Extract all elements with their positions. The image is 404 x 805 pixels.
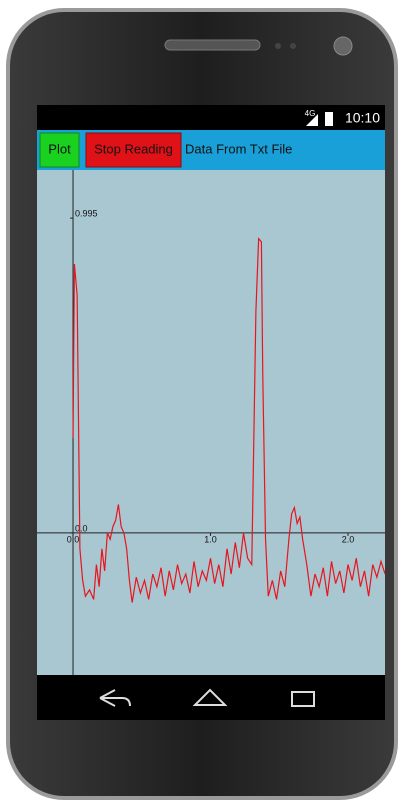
x-tick-label: 0.0: [67, 534, 80, 544]
sensor: [275, 43, 281, 49]
data-line: [72, 237, 385, 603]
network-type: 4G: [305, 109, 316, 118]
x-tick-label: 2.0: [342, 534, 355, 544]
x-tick-label: 1.0: [204, 534, 217, 544]
status-time: 10:10: [345, 110, 380, 126]
button-label: Plot: [48, 141, 71, 156]
y-tick-label: 0.0: [75, 523, 88, 533]
plot-area: [37, 170, 385, 675]
signal-icon: [306, 114, 318, 126]
battery-icon: [325, 112, 333, 126]
toolbar-label: Data From Txt File: [185, 141, 292, 156]
sensor: [290, 43, 296, 49]
y-tick-label: 0.995: [75, 208, 98, 218]
camera: [333, 36, 353, 56]
home-button[interactable]: [192, 688, 228, 706]
chart: 0.0 1.0 2.0 0.0 0.995: [37, 170, 385, 675]
speaker: [164, 39, 261, 51]
recents-button[interactable]: [291, 691, 315, 707]
stop-reading-button[interactable]: [85, 132, 182, 168]
plot-button[interactable]: [39, 132, 80, 168]
back-button[interactable]: [99, 689, 131, 707]
button-label: Stop Reading: [94, 141, 173, 156]
